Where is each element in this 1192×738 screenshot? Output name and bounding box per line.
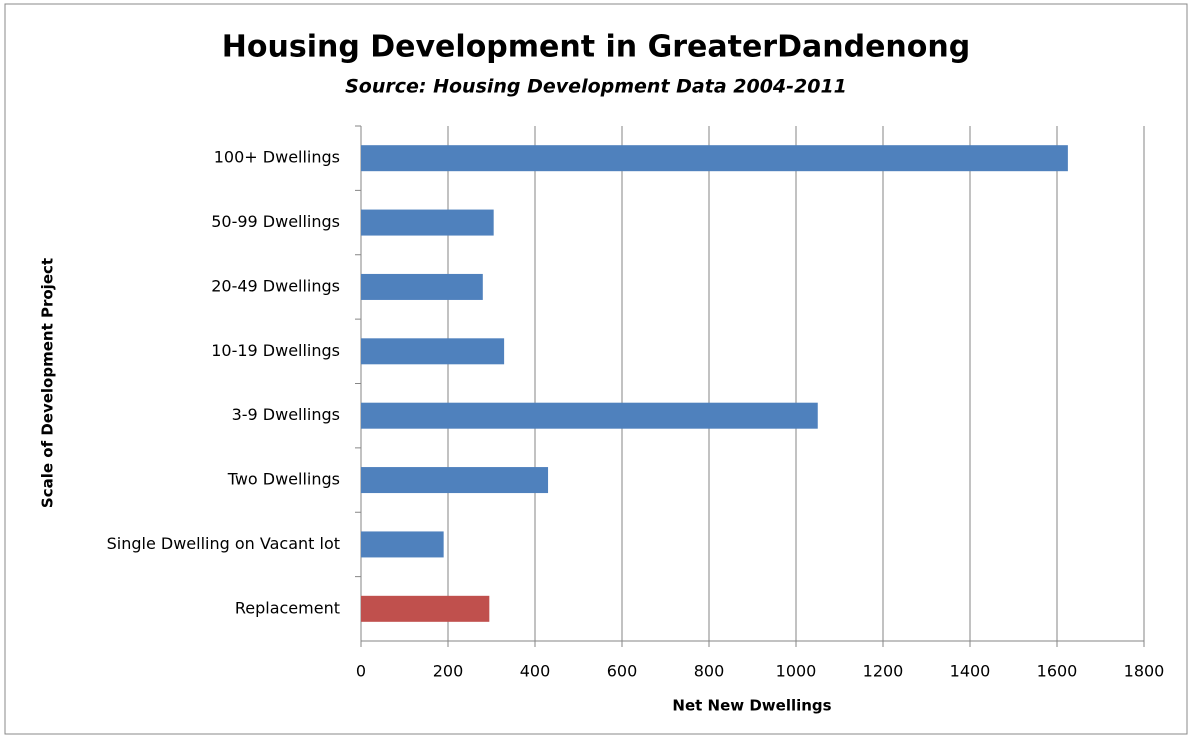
bar (361, 595, 490, 622)
x-tick-label: 200 (433, 662, 464, 681)
bar (361, 338, 505, 365)
y-tick-label: Single Dwelling on Vacant lot (107, 534, 340, 553)
x-tick-label: 1800 (1124, 662, 1165, 681)
y-tick-label: Replacement (235, 598, 340, 617)
x-tick-label: 800 (694, 662, 725, 681)
x-tick-label: 1400 (950, 662, 991, 681)
bar (361, 467, 549, 494)
x-tick-label: 0 (356, 662, 366, 681)
x-tick-label: 600 (607, 662, 638, 681)
chart-frame (4, 3, 1188, 735)
x-tick-label: 1600 (1037, 662, 1078, 681)
x-tick-label: 400 (520, 662, 551, 681)
y-tick-label: 10-19 Dwellings (211, 341, 340, 360)
y-tick-label: Two Dwellings (227, 470, 340, 489)
bar (361, 209, 494, 236)
bar (361, 145, 1068, 172)
bar (361, 531, 444, 558)
y-tick-label: 20-49 Dwellings (211, 276, 340, 295)
y-axis-title: Scale of Development Project (39, 258, 57, 508)
y-tick-label: 100+ Dwellings (214, 148, 340, 167)
chart-title: Housing Development in GreaterDandenong (222, 30, 970, 65)
y-tick-label: 50-99 Dwellings (211, 212, 340, 231)
x-tick-label: 1000 (776, 662, 817, 681)
y-tick-label: 3-9 Dwellings (232, 405, 340, 424)
x-axis-title: Net New Dwellings (672, 697, 831, 715)
bar (361, 402, 818, 429)
bar (361, 273, 483, 300)
chart-subtitle: Source: Housing Development Data 2004-20… (345, 76, 847, 98)
x-tick-label: 1200 (863, 662, 904, 681)
